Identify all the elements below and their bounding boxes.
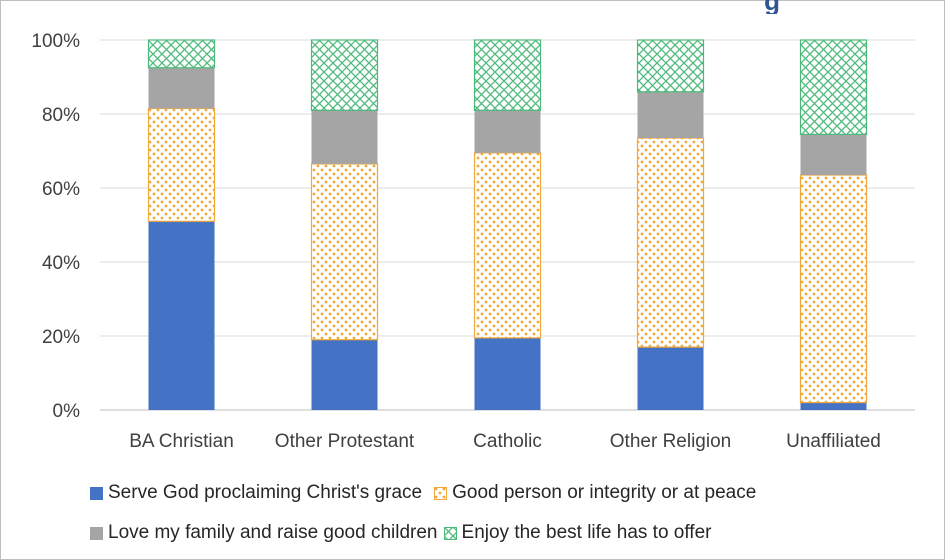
bar-segment-4 — [310, 39, 379, 111]
y-tick-label: 40% — [42, 253, 80, 274]
stacked-bar-chart: 0% 20% 40% 60% 80% 100% BA Christian Other Prot… — [31, 31, 915, 452]
bar-segment-1 — [800, 402, 867, 410]
bar-segment-4 — [473, 39, 542, 111]
legend-label-good-person: Good person or integrity or at peace — [452, 482, 757, 503]
y-tick-label: 20% — [42, 327, 80, 348]
bar-segment-3 — [800, 134, 867, 176]
legend-label-love-family: Love my family and raise good children — [108, 522, 438, 543]
bar-segment-4 — [147, 39, 216, 69]
bar-segment-2 — [799, 174, 868, 404]
legend-label-serve-god: Serve God proclaiming Christ's grace — [108, 482, 423, 503]
y-tick-label: 60% — [42, 179, 80, 200]
bar-segment-4 — [799, 39, 868, 135]
legend-item-enjoy-life: Enjoy the best life has to offer — [443, 522, 712, 544]
x-tick-label: BA Christian — [129, 431, 234, 452]
bar-segment-3 — [637, 91, 704, 139]
bar-segment-4 — [636, 39, 705, 93]
x-tick-label: Other Religion — [610, 431, 731, 452]
legend-row-2: Love my family and raise good children E… — [90, 522, 715, 544]
legend-swatch-love-family — [90, 526, 103, 540]
legend-row-1: Serve God proclaiming Christ's grace Goo… — [90, 482, 760, 504]
bar-segment-3 — [311, 110, 378, 164]
bar-segment-1 — [474, 337, 541, 410]
x-tick-label: Catholic — [473, 431, 542, 452]
bar-segment-2 — [310, 163, 379, 341]
legend-swatch-enjoy-life — [443, 526, 457, 540]
bar-segment-1 — [148, 221, 215, 410]
y-tick-label: 0% — [53, 401, 81, 422]
legend-item-love-family: Love my family and raise good children — [90, 522, 438, 544]
bar-segment-2 — [473, 152, 542, 339]
bar-segment-3 — [148, 67, 215, 109]
chart-title-fragment: g — [300, 0, 780, 14]
y-tick-label: 100% — [31, 31, 80, 52]
legend-item-good-person: Good person or integrity or at peace — [434, 482, 756, 504]
x-tick-label: Other Protestant — [275, 431, 415, 452]
legend-swatch-serve-god — [90, 486, 103, 500]
bar-segment-1 — [311, 339, 378, 410]
bar-segment-1 — [637, 347, 704, 410]
x-tick-label: Unaffiliated — [786, 431, 881, 452]
bar-segment-2 — [147, 107, 216, 222]
bar-segment-2 — [636, 137, 705, 348]
legend-item-serve-god: Serve God proclaiming Christ's grace — [90, 482, 422, 504]
y-tick-label: 80% — [42, 105, 80, 126]
legend-label-enjoy-life: Enjoy the best life has to offer — [461, 522, 712, 543]
legend-swatch-good-person — [434, 486, 448, 500]
bar-segment-3 — [474, 110, 541, 153]
